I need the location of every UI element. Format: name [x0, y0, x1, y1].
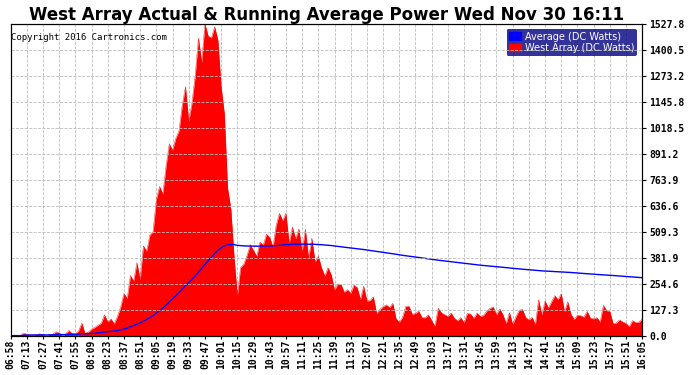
Legend: Average (DC Watts), West Array (DC Watts): Average (DC Watts), West Array (DC Watts…	[506, 28, 638, 56]
Text: Copyright 2016 Cartronics.com: Copyright 2016 Cartronics.com	[11, 33, 167, 42]
Title: West Array Actual & Running Average Power Wed Nov 30 16:11: West Array Actual & Running Average Powe…	[29, 6, 624, 24]
